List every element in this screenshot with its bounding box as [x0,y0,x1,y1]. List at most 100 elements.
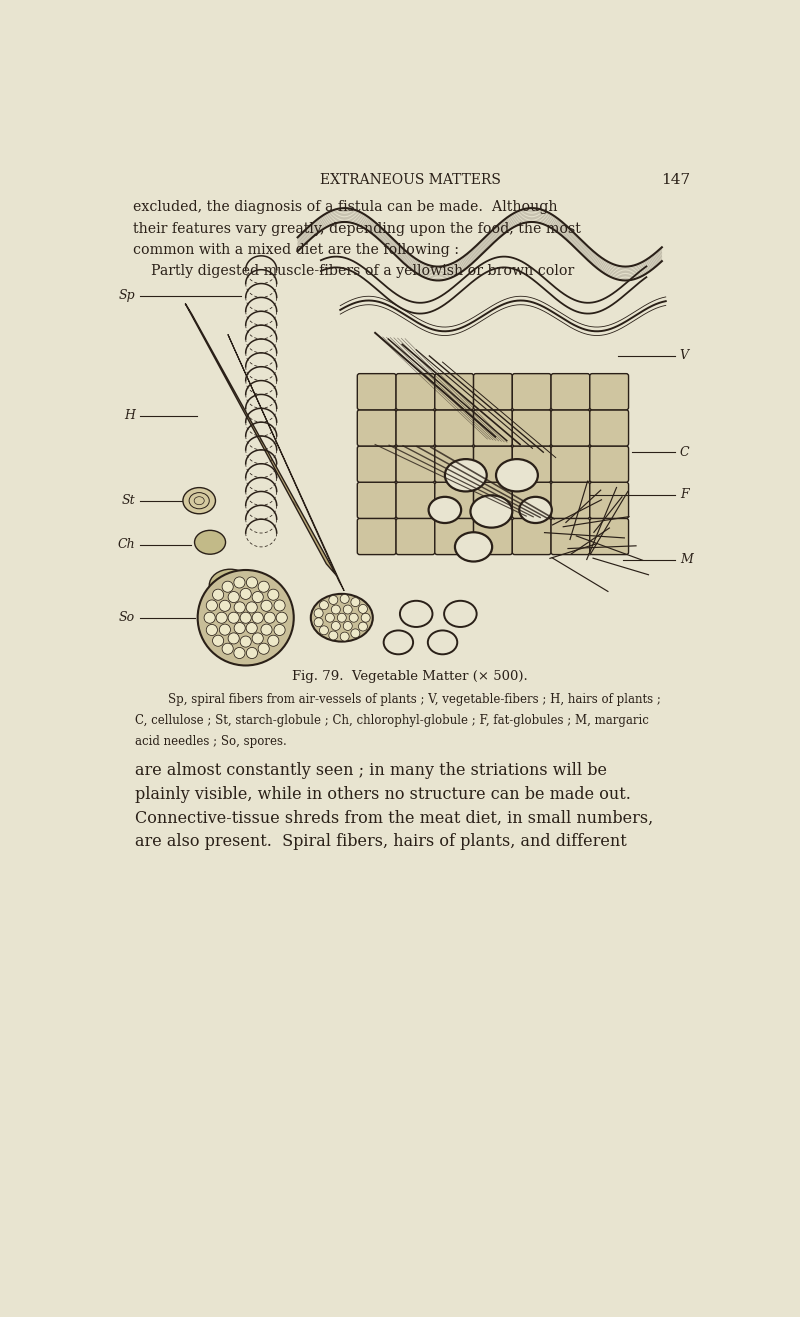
Circle shape [198,570,294,665]
Ellipse shape [210,569,251,602]
Text: are also present.  Spiral fibers, hairs of plants, and different: are also present. Spiral fibers, hairs o… [135,832,626,849]
FancyBboxPatch shape [358,374,396,410]
FancyBboxPatch shape [551,374,590,410]
Circle shape [319,626,329,635]
Circle shape [358,605,367,614]
FancyBboxPatch shape [512,446,551,482]
Circle shape [240,612,251,623]
Circle shape [261,601,272,611]
FancyBboxPatch shape [435,446,474,482]
Ellipse shape [470,495,512,528]
Circle shape [240,589,251,599]
FancyBboxPatch shape [474,410,512,446]
Text: Ch: Ch [118,539,135,551]
Ellipse shape [214,576,240,595]
Circle shape [228,612,239,623]
Text: are almost constantly seen ; in many the striations will be: are almost constantly seen ; in many the… [135,763,607,780]
Circle shape [361,614,370,622]
Circle shape [338,614,346,622]
Polygon shape [186,304,336,576]
Text: acid needles ; So, spores.: acid needles ; So, spores. [135,735,286,748]
Circle shape [319,601,329,610]
Circle shape [204,612,215,623]
Circle shape [240,636,251,647]
Text: St: St [122,494,135,507]
Text: Sp: Sp [118,290,135,303]
Circle shape [340,594,349,603]
Text: Fig. 79.  Vegetable Matter (× 500).: Fig. 79. Vegetable Matter (× 500). [292,670,528,684]
Ellipse shape [384,631,413,655]
Polygon shape [228,335,344,591]
Text: Connective-tissue shreds from the meat diet, in small numbers,: Connective-tissue shreds from the meat d… [135,810,653,827]
FancyBboxPatch shape [435,410,474,446]
Circle shape [216,612,227,623]
Text: F: F [680,489,688,500]
Circle shape [343,622,352,631]
Text: Sp, spiral fibers from air-vessels of plants ; V, vegetable-fibers ; H, hairs of: Sp, spiral fibers from air-vessels of pl… [168,693,661,706]
FancyBboxPatch shape [590,482,629,519]
Ellipse shape [183,487,215,514]
Text: excluded, the diagnosis of a fistula can be made.  Although: excluded, the diagnosis of a fistula can… [133,200,557,215]
Circle shape [234,623,246,633]
FancyBboxPatch shape [551,482,590,519]
FancyBboxPatch shape [590,446,629,482]
Ellipse shape [496,460,538,491]
Circle shape [234,577,245,587]
Circle shape [234,602,246,612]
Circle shape [331,622,340,631]
FancyBboxPatch shape [358,482,396,519]
Circle shape [261,624,272,635]
FancyBboxPatch shape [551,519,590,554]
Circle shape [351,598,360,607]
Circle shape [276,612,287,623]
Text: plainly visible, while in others no structure can be made out.: plainly visible, while in others no stru… [135,786,630,803]
Circle shape [314,618,323,627]
Circle shape [213,635,224,647]
Ellipse shape [428,631,458,655]
Circle shape [246,577,258,587]
Circle shape [258,643,270,655]
FancyBboxPatch shape [512,519,551,554]
Circle shape [219,624,230,635]
Circle shape [246,648,258,658]
FancyBboxPatch shape [396,410,435,446]
Text: their features vary greatly, depending upon the food, the most: their features vary greatly, depending u… [133,221,581,236]
Text: M: M [680,553,693,566]
FancyBboxPatch shape [474,374,512,410]
Circle shape [219,601,230,611]
FancyBboxPatch shape [435,519,474,554]
Circle shape [331,605,340,614]
Circle shape [252,633,263,644]
Ellipse shape [519,497,552,523]
Circle shape [252,591,263,603]
Ellipse shape [400,601,433,627]
Circle shape [222,581,234,593]
Circle shape [351,630,360,637]
FancyBboxPatch shape [551,410,590,446]
Ellipse shape [429,497,461,523]
Circle shape [222,643,234,655]
Circle shape [340,632,349,641]
Text: common with a mixed diet are the following :: common with a mixed diet are the followi… [133,242,458,257]
Circle shape [228,633,239,644]
FancyBboxPatch shape [358,519,396,554]
Ellipse shape [194,531,226,554]
FancyBboxPatch shape [590,519,629,554]
Text: V: V [680,349,689,362]
FancyBboxPatch shape [551,446,590,482]
Circle shape [264,612,275,623]
Text: H: H [124,410,135,423]
FancyBboxPatch shape [512,410,551,446]
Circle shape [252,612,263,623]
Text: So: So [118,611,135,624]
Circle shape [206,624,218,636]
Text: Partly digested muscle-fibers of a yellowish or brown color: Partly digested muscle-fibers of a yello… [133,263,574,278]
FancyBboxPatch shape [396,446,435,482]
FancyBboxPatch shape [358,446,396,482]
Circle shape [246,602,258,612]
FancyBboxPatch shape [396,519,435,554]
Text: C, cellulose ; St, starch-globule ; Ch, chlorophyl-globule ; F, fat-globules ; M: C, cellulose ; St, starch-globule ; Ch, … [135,714,649,727]
FancyBboxPatch shape [590,410,629,446]
FancyBboxPatch shape [474,482,512,519]
Circle shape [329,595,338,605]
